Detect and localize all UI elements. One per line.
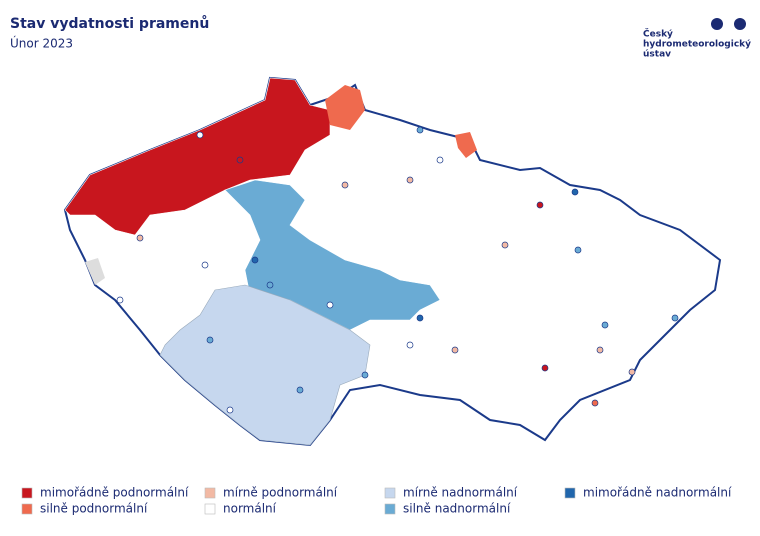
station bbox=[196, 131, 204, 139]
station bbox=[596, 346, 604, 354]
station bbox=[266, 281, 274, 289]
station bbox=[501, 241, 509, 249]
station bbox=[406, 341, 414, 349]
legend-swatch bbox=[204, 487, 216, 499]
station bbox=[536, 201, 544, 209]
logo-text: ústav bbox=[643, 50, 671, 60]
legend-label: normální bbox=[223, 502, 277, 516]
station bbox=[251, 256, 259, 264]
station bbox=[671, 314, 679, 322]
stations bbox=[116, 126, 679, 414]
legend-swatch bbox=[21, 487, 33, 499]
station bbox=[571, 188, 579, 196]
region-red bbox=[64, 77, 331, 236]
station bbox=[416, 126, 424, 134]
station bbox=[541, 364, 549, 372]
legend-swatch bbox=[384, 487, 396, 499]
logo-text: Český bbox=[643, 28, 673, 40]
station bbox=[201, 261, 209, 269]
logo-text: hydrometeorologický bbox=[643, 40, 751, 50]
station bbox=[406, 176, 414, 184]
subtitle: Únor 2023 bbox=[10, 36, 73, 51]
legend-label: mírně podnormální bbox=[223, 486, 338, 500]
legend-swatch bbox=[564, 487, 576, 499]
station bbox=[341, 181, 349, 189]
station bbox=[326, 301, 334, 309]
station bbox=[296, 386, 304, 394]
logo-dot bbox=[711, 18, 723, 30]
logo: Český hydrometeorologický ústav bbox=[643, 18, 751, 60]
station bbox=[574, 246, 582, 254]
station bbox=[206, 336, 214, 344]
station bbox=[116, 296, 124, 304]
legend-label: mimořádně podnormální bbox=[40, 486, 189, 500]
map bbox=[63, 76, 722, 447]
station bbox=[226, 406, 234, 414]
legend-label: mimořádně nadnormální bbox=[583, 486, 732, 500]
station bbox=[136, 234, 144, 242]
station bbox=[416, 314, 424, 322]
legend-swatch bbox=[384, 503, 396, 515]
legend-label: silně podnormální bbox=[40, 502, 148, 516]
legend-label: mírně nadnormální bbox=[403, 486, 518, 500]
country bbox=[63, 76, 722, 447]
legend-swatch bbox=[204, 503, 216, 515]
station bbox=[361, 371, 369, 379]
title: Stav vydatnosti pramenů bbox=[10, 15, 209, 32]
station bbox=[451, 346, 459, 354]
legend-swatch bbox=[21, 503, 33, 515]
station bbox=[601, 321, 609, 329]
legend: mimořádně podnormální silně podnormální mí… bbox=[21, 486, 732, 516]
station bbox=[591, 399, 599, 407]
logo-dot bbox=[734, 18, 746, 30]
station bbox=[236, 156, 244, 164]
region-orange bbox=[455, 132, 477, 158]
region-blue bbox=[224, 179, 441, 331]
region-orange bbox=[325, 85, 365, 130]
region-grey bbox=[85, 258, 105, 285]
legend-label: silně nadnormální bbox=[403, 502, 511, 516]
station bbox=[436, 156, 444, 164]
station bbox=[628, 368, 636, 376]
